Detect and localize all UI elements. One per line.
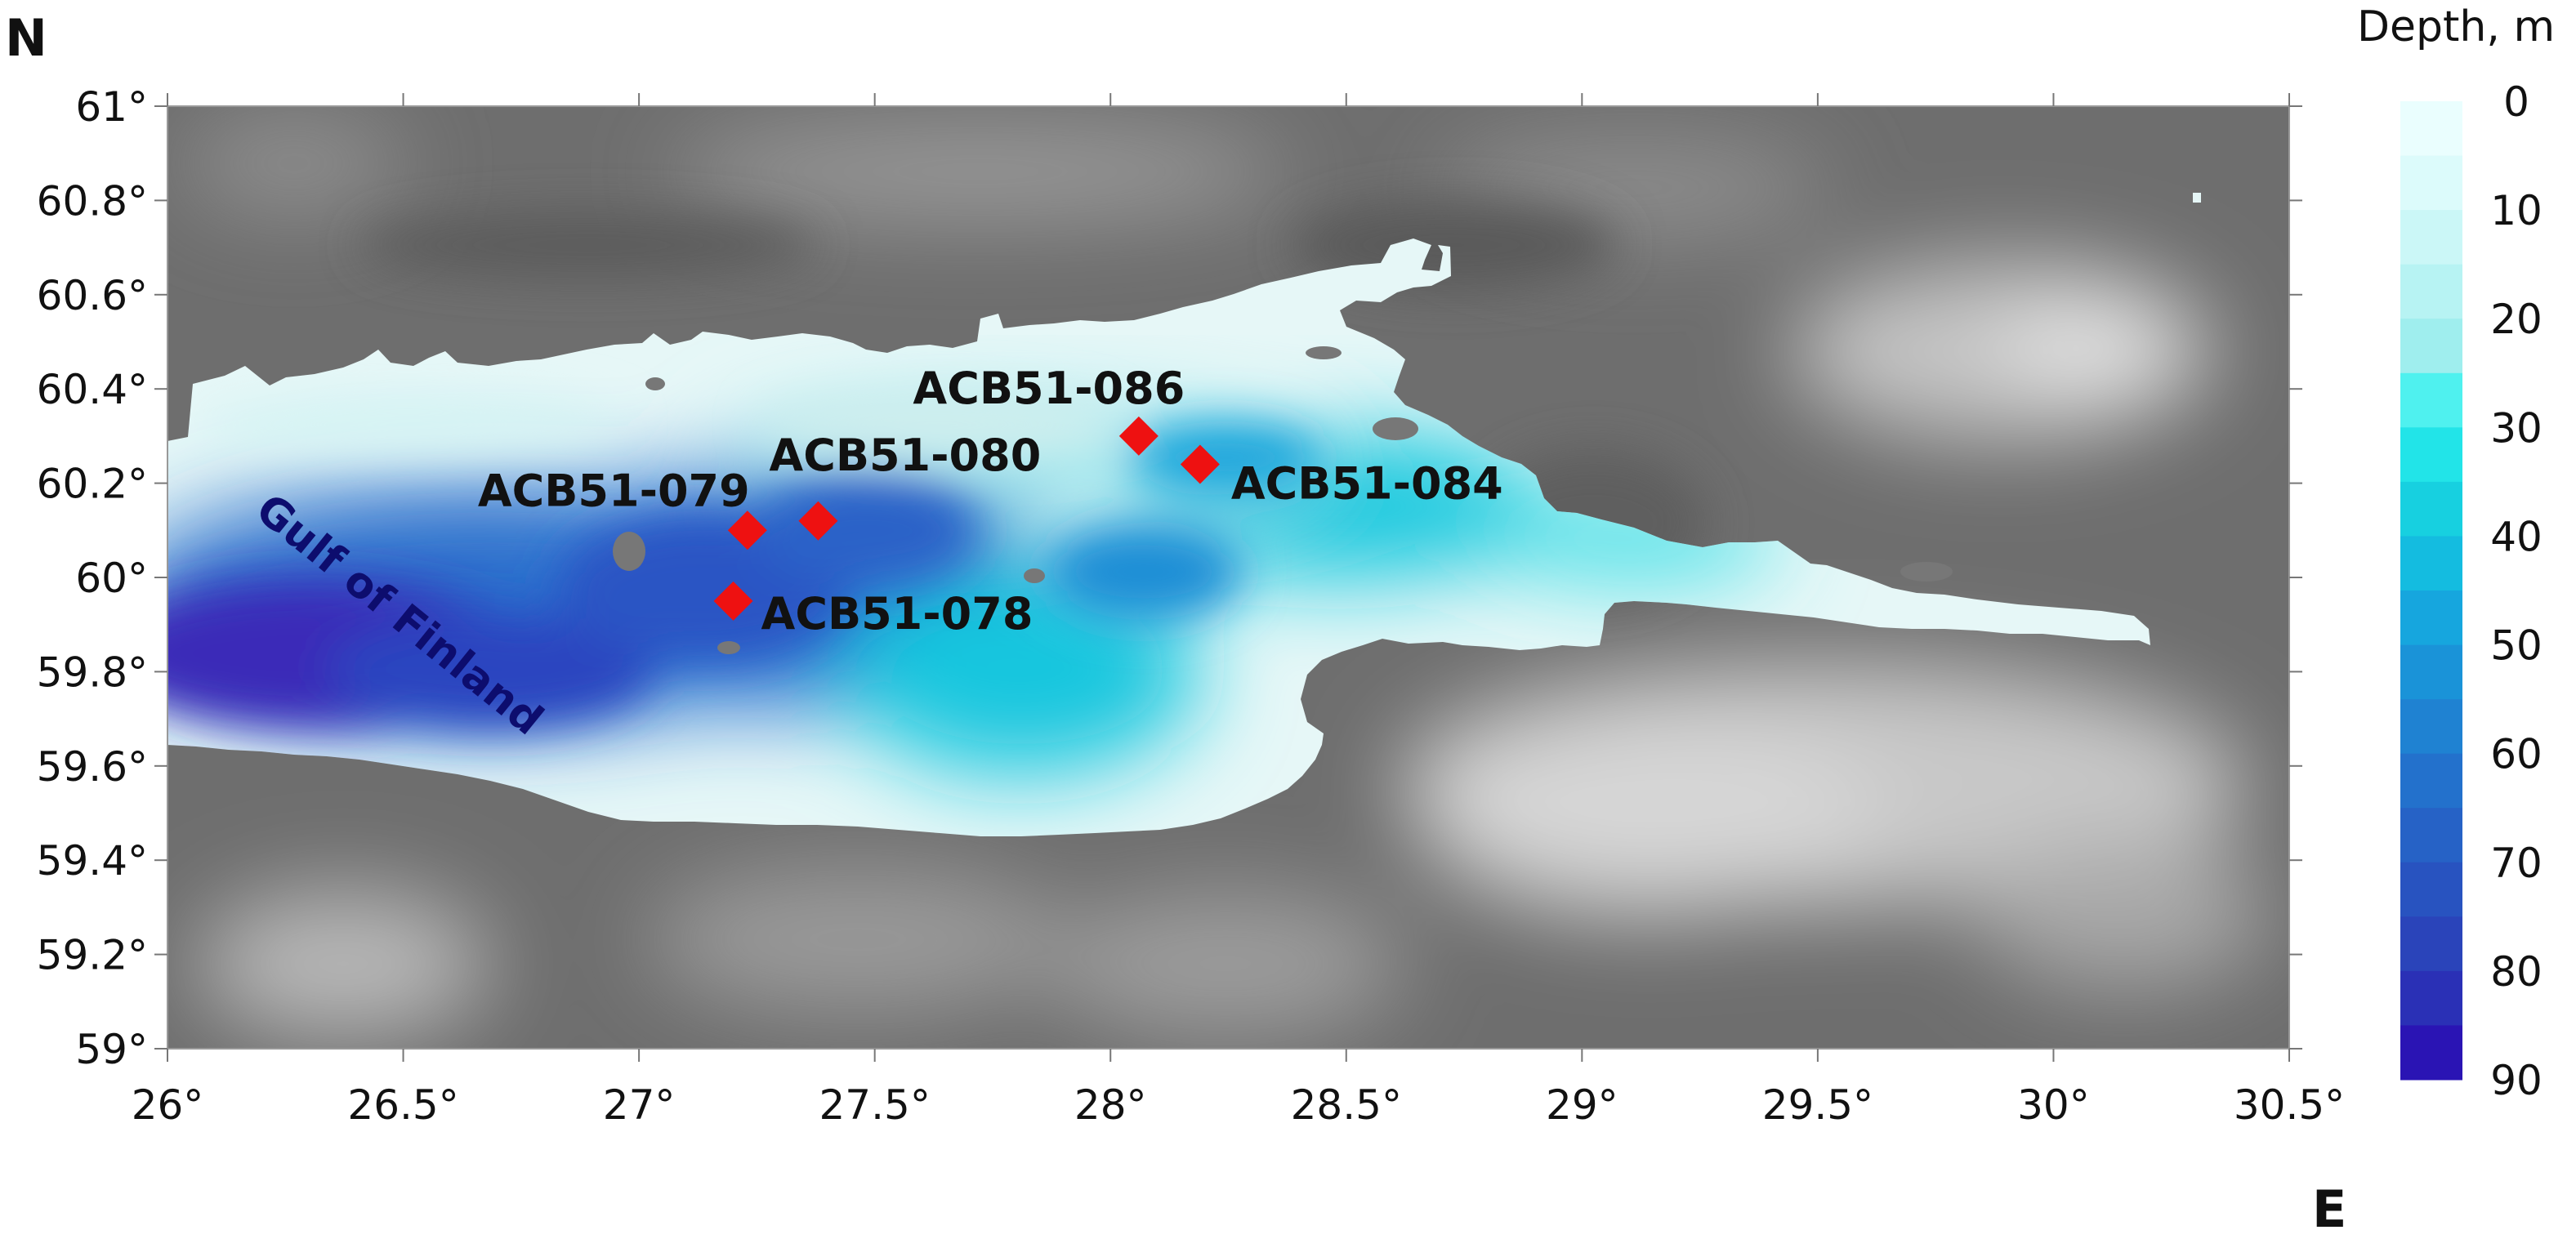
axes-layer: 26° 26.5° 27° 27.5° 28° 28.5° 29° 29.5° 30° 30.5°… [37,83,2345,1129]
station-label: ACB51-079 [478,465,750,516]
legend-tick-label: 60 [2490,731,2543,778]
lat-tick-label: 59.8° [37,648,148,696]
small-lake [2193,193,2201,203]
lon-tick-label: 29° [1546,1081,1618,1129]
legend-tick-label: 80 [2490,948,2543,996]
legend-tick-label: 50 [2490,622,2543,670]
lat-tick-label: 60.2° [37,461,148,508]
legend-band [2400,699,2462,755]
legend-band [2400,264,2462,319]
station-label: ACB51-080 [769,430,1041,481]
lat-tick-label: 59.4° [37,837,148,885]
lon-tick-label: 27.5° [819,1081,931,1129]
legend-band [2400,155,2462,211]
lat-tick-label: 61° [75,83,148,131]
lon-tick-label: 27° [603,1081,676,1129]
legend-band [2400,536,2462,591]
station-marker [798,501,838,541]
plot-area: ACB51-086 ACB51-084 ACB51-080 ACB51-079 ACB5… [167,106,2289,1049]
legend-band [2400,427,2462,483]
north-label: N [5,8,47,68]
legend-band [2400,916,2462,972]
legend-title: Depth, m [2357,2,2555,51]
lon-tick-label: 28.5° [1291,1081,1402,1129]
east-label: E [2312,1179,2346,1235]
station-label: ACB51-086 [913,363,1185,414]
legend-tick-label: 0 [2503,78,2529,126]
lon-tick-label: 26.5° [347,1081,458,1129]
legend-tick-label: 90 [2490,1057,2543,1104]
depth-legend: Depth, m 0 10 20 30 40 50 60 70 80 90 [2357,2,2555,1104]
station-marker [713,581,753,621]
legend-band [2400,101,2462,157]
bathymetry-shading [167,392,1781,776]
legend-band [2400,862,2462,917]
lon-tick-label: 29.5° [1762,1081,1873,1129]
legend-band [2400,591,2462,646]
lat-tick-label: 60° [75,555,148,602]
lat-tick-label: 59.6° [37,743,148,791]
islands [613,346,1953,654]
lon-tick-label: 30° [2017,1081,2090,1129]
stations-layer: ACB51-086 ACB51-084 ACB51-080 ACB51-079 ACB5… [478,363,1503,640]
station-label: ACB51-084 [1231,458,1503,510]
lon-tick-label: 28° [1074,1081,1147,1129]
lon-tick-label: 30.5° [2234,1081,2345,1129]
legend-band [2400,970,2462,1026]
legend-band [2400,1025,2462,1081]
legend-band [2400,481,2462,537]
legend-band [2400,808,2462,863]
lon-tick-label: 26° [132,1081,204,1129]
lat-tick-label: 60.4° [37,366,148,413]
station-marker [1180,444,1220,484]
lat-tick-label: 60.6° [37,272,148,319]
legend-tick-label: 70 [2490,840,2543,887]
legend-band [2400,210,2462,265]
lat-tick-label: 59.2° [37,932,148,979]
legend-tick-label: 10 [2490,187,2543,234]
legend-band [2400,644,2462,700]
legend-tick-label: 20 [2490,296,2543,343]
legend-band [2400,753,2462,809]
legend-band [2400,372,2462,428]
lat-tick-label: 60.8° [37,177,148,225]
station-label: ACB51-078 [761,588,1034,640]
legend-tick-label: 30 [2490,404,2543,452]
station-marker [1118,416,1159,456]
legend-tick-label: 40 [2490,513,2543,560]
lat-tick-label: 59° [75,1026,148,1073]
legend-band [2400,319,2462,374]
station-marker [727,510,767,550]
